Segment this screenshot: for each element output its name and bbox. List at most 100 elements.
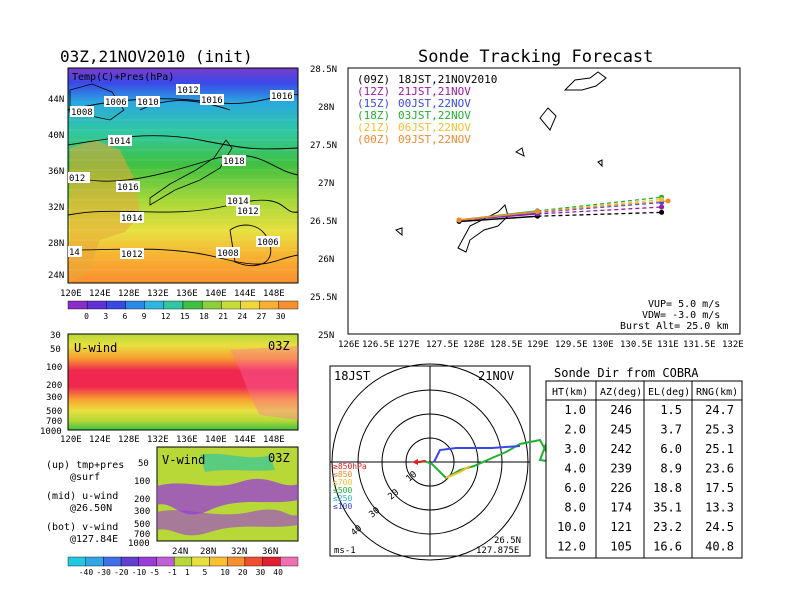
svg-text:1006: 1006: [257, 238, 279, 248]
legend-text: 21JST,21NOV: [398, 85, 471, 98]
table-cell: 16.6: [653, 540, 682, 554]
vwind-x-ticks: 24N 28N 32N 36N: [172, 547, 278, 557]
svg-text:1014: 1014: [109, 137, 131, 147]
isobar-label: 1016: [270, 90, 294, 102]
colorbar-cell: [85, 556, 104, 567]
hodograph-lower: [445, 465, 471, 479]
tick-label: 24N: [48, 271, 64, 281]
note-mid-2: @26.50N: [70, 503, 112, 514]
table-cell: 23.6: [705, 462, 734, 476]
isobar-label: 1016: [116, 181, 140, 193]
legend-code: (12Z): [357, 85, 390, 98]
svg-text:1014: 1014: [121, 214, 143, 224]
param-vdw: VDW= -3.0 m/s: [642, 310, 720, 321]
table-cell: 6.0: [660, 442, 682, 456]
tick-label: 50: [138, 459, 149, 469]
tick-label: 131E: [657, 340, 679, 350]
table-cell: 8.9: [660, 462, 682, 476]
colorbar-tick-label: 0: [84, 312, 89, 321]
legend-code: (09Z): [357, 73, 390, 86]
tick-label: 44N: [48, 95, 64, 105]
isobar-label: 1012: [176, 84, 200, 96]
svg-text:1018: 1018: [223, 157, 245, 167]
colorbar-tick-label: 9: [142, 312, 147, 321]
svg-text:14: 14: [69, 248, 80, 258]
table-cell: 25.1: [705, 442, 734, 456]
colorbar-cell: [182, 300, 203, 310]
table-header: EL(deg): [648, 387, 690, 398]
vwind-y-ticks: 50 100 200 300 500 700 1000: [128, 459, 150, 549]
table-cell: 40.8: [705, 540, 734, 554]
isobar-label: 012: [68, 172, 90, 184]
track-point: [534, 209, 540, 215]
track-line-dashed: [537, 200, 669, 213]
track-point: [659, 204, 665, 210]
vwind-time: 03Z: [268, 451, 290, 465]
vwind-label: V-wind: [162, 453, 205, 467]
tick-label: 126.5E: [362, 340, 395, 350]
colorbar-cell: [67, 300, 88, 310]
tick-label: 136E: [176, 435, 198, 445]
note-up: (up) tmp+pres: [46, 460, 124, 471]
polar-panel: 18JST 21NOV 10 20 30 40 ≥850hPa≤850≤700≤…: [329, 363, 554, 561]
tick-label: 32N: [48, 203, 64, 213]
legend-text: 18JST,21NOV2010: [398, 73, 497, 86]
svg-text:1016: 1016: [271, 92, 293, 102]
table-cell: 1.0: [564, 403, 586, 417]
svg-text:1016: 1016: [117, 183, 139, 193]
colorbar-cell: [125, 300, 145, 310]
colorbar-tick-label: -30: [96, 568, 111, 577]
legend-code: (15Z): [357, 97, 390, 110]
wind-colorbar: -40 -30 -20 -10 -5 -1 1 5 10 20 30 40: [67, 556, 299, 577]
tick-label: 28N: [200, 547, 216, 557]
tick-label: 132E: [147, 435, 169, 445]
table-cell: 18.8: [653, 481, 682, 495]
isobar-label: 1014: [108, 135, 132, 147]
tick-label: 36N: [48, 167, 64, 177]
tick-label: 129.5E: [555, 340, 588, 350]
isobar-label: 1018: [222, 155, 246, 167]
svg-text:012: 012: [69, 174, 85, 184]
pressure-legend: ≥850hPa≤850≤700≤500≤250≤100: [333, 462, 367, 511]
tick-label: 120E: [60, 435, 82, 445]
tick-label: 50: [50, 345, 61, 355]
track-point: [659, 209, 665, 215]
tick-label: 28N: [318, 103, 334, 113]
svg-text:1010: 1010: [137, 98, 159, 108]
table-cell: 35.1: [653, 501, 682, 515]
track-series-group: [456, 194, 671, 225]
track-panel: [347, 67, 741, 335]
tick-label: 36N: [262, 547, 278, 557]
note-mid: (mid) u-wind: [46, 491, 118, 502]
tick-label: 120E: [60, 289, 82, 299]
tick-label: 100: [134, 477, 150, 487]
polar-time: 18JST: [334, 369, 370, 383]
hodograph-upper: [433, 445, 521, 463]
table-header: HT(km): [552, 387, 588, 398]
colorbar-cell: [86, 300, 107, 310]
track-point: [665, 198, 671, 204]
svg-text:1012: 1012: [237, 207, 259, 217]
table-cell: 105: [610, 540, 632, 554]
colorbar-cell: [209, 556, 228, 567]
legend-code: (18Z): [357, 109, 390, 122]
colorbar-tick-label: 3: [103, 312, 108, 321]
svg-text:1016: 1016: [201, 96, 223, 106]
track-y-ticks: 28.5N 28N 27.5N 27N 26.5N 26N 25.5N 25N: [310, 65, 337, 341]
colorbar-cell: [120, 556, 139, 567]
table-cell: 23.2: [653, 520, 682, 534]
temp-colorbar: 0 3 6 9 12 15 18 21 24 27 30: [67, 300, 299, 321]
colorbar-tick-label: -5: [149, 568, 159, 577]
tick-label: 130E: [592, 340, 614, 350]
tick-label: 128.5E: [490, 340, 523, 350]
isobar-label: 1012: [120, 248, 144, 260]
tick-label: 131.5E: [683, 340, 716, 350]
tick-label: 25.5N: [310, 293, 337, 303]
tick-label: 25N: [318, 331, 334, 341]
isobar-label: 1008: [216, 247, 240, 259]
track-line-solid: [458, 210, 538, 221]
colorbar-cell: [278, 300, 299, 310]
table-cell: 24.5: [705, 520, 734, 534]
colorbar-tick-label: 12: [161, 312, 171, 321]
